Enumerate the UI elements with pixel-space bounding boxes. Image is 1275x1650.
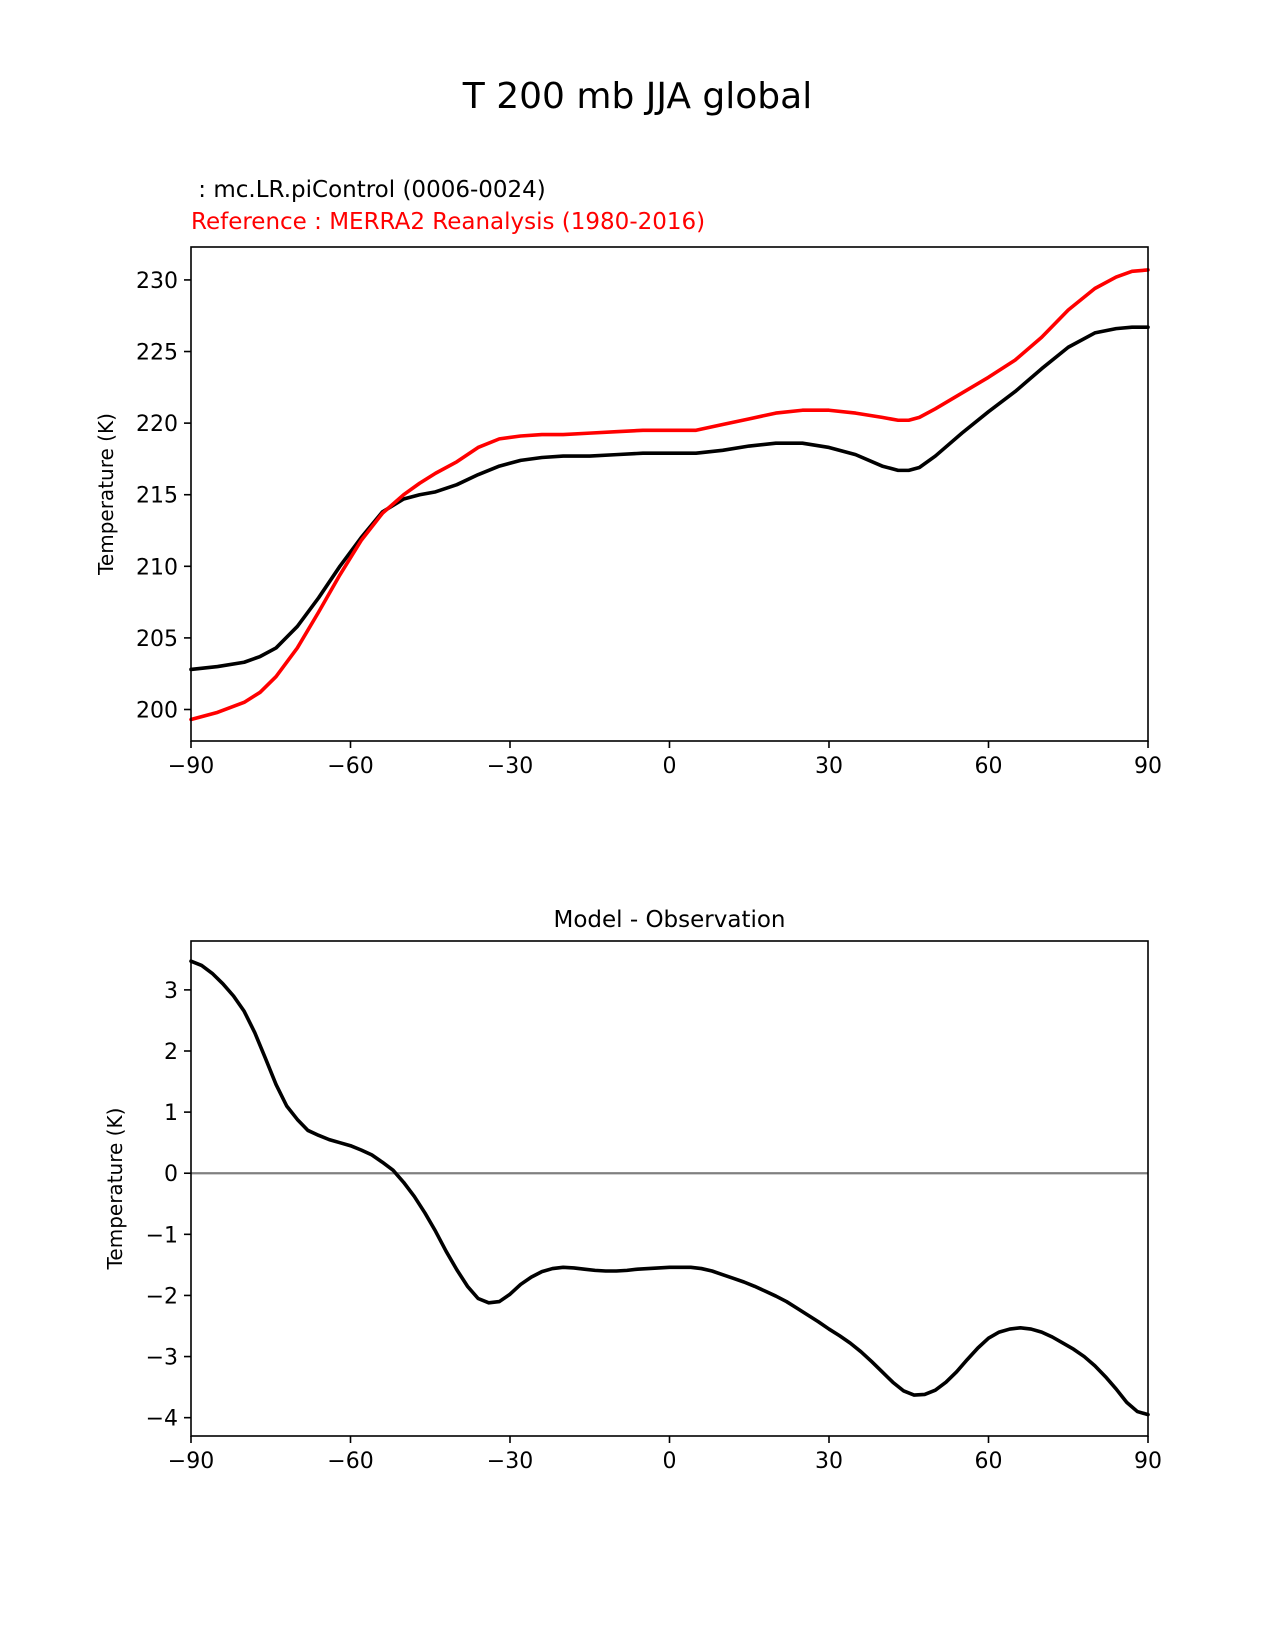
y-tick-label: 2 (164, 1040, 178, 1065)
y-tick-label: 3 (164, 979, 178, 1004)
y-tick-label: 215 (136, 484, 178, 509)
y-tick-label: 200 (136, 698, 178, 723)
x-tick-label: −60 (327, 1449, 373, 1474)
y-tick-label: 1 (164, 1101, 178, 1126)
x-tick-label: 30 (815, 1449, 843, 1474)
reference-series-line (189, 268, 1150, 722)
x-tick-label: 30 (815, 754, 843, 779)
test-case-label: : mc.LR.piControl (0006-0024) (191, 177, 546, 203)
x-tick-label: −30 (487, 754, 533, 779)
figure-title: T 200 mb JJA global (462, 76, 812, 117)
x-tick-label: 60 (975, 1449, 1003, 1474)
reference-label: Reference : MERRA2 Reanalysis (1980-2016… (191, 209, 705, 235)
x-tick-label: 60 (975, 754, 1003, 779)
y-tick-label: 220 (136, 412, 178, 437)
bottom-panel-title: Model - Observation (553, 907, 785, 933)
axes-frame (190, 246, 1149, 742)
y-tick-label: 225 (136, 341, 178, 366)
y-tick-label: 230 (136, 269, 178, 294)
x-tick-label: −30 (487, 1449, 533, 1474)
y-tick-label: 205 (136, 627, 178, 652)
x-tick-label: −60 (327, 754, 373, 779)
x-tick-label: 90 (1134, 1449, 1162, 1474)
x-tick-label: 90 (1134, 754, 1162, 779)
y-tick-label: 0 (164, 1162, 178, 1187)
top-panel-temperature-profiles: −90 −60 −30 0 30 60 90 200 205 210 215 220 225 230 Tem… (94, 246, 1162, 779)
y-tick-label: −3 (146, 1346, 178, 1371)
x-tick-label: 0 (663, 1449, 677, 1474)
y-axis-label: Temperature (K) (94, 413, 118, 576)
test-series-line (189, 325, 1150, 672)
difference-series-line (189, 959, 1150, 1417)
y-tick-label: −4 (146, 1407, 178, 1432)
bottom-panel-difference: −90 −60 −30 0 30 60 90 −4 −3 −2 −1 0 1 2 3 Temperature … (103, 940, 1162, 1474)
x-tick-label: −90 (168, 754, 214, 779)
x-tick-label: −90 (168, 1449, 214, 1474)
x-tick-label: 0 (663, 754, 677, 779)
y-axis-label: Temperature (K) (103, 1108, 127, 1271)
y-tick-label: −2 (146, 1284, 178, 1309)
y-tick-label: 210 (136, 555, 178, 580)
axes-frame (190, 940, 1149, 1437)
y-tick-label: −1 (146, 1223, 178, 1248)
